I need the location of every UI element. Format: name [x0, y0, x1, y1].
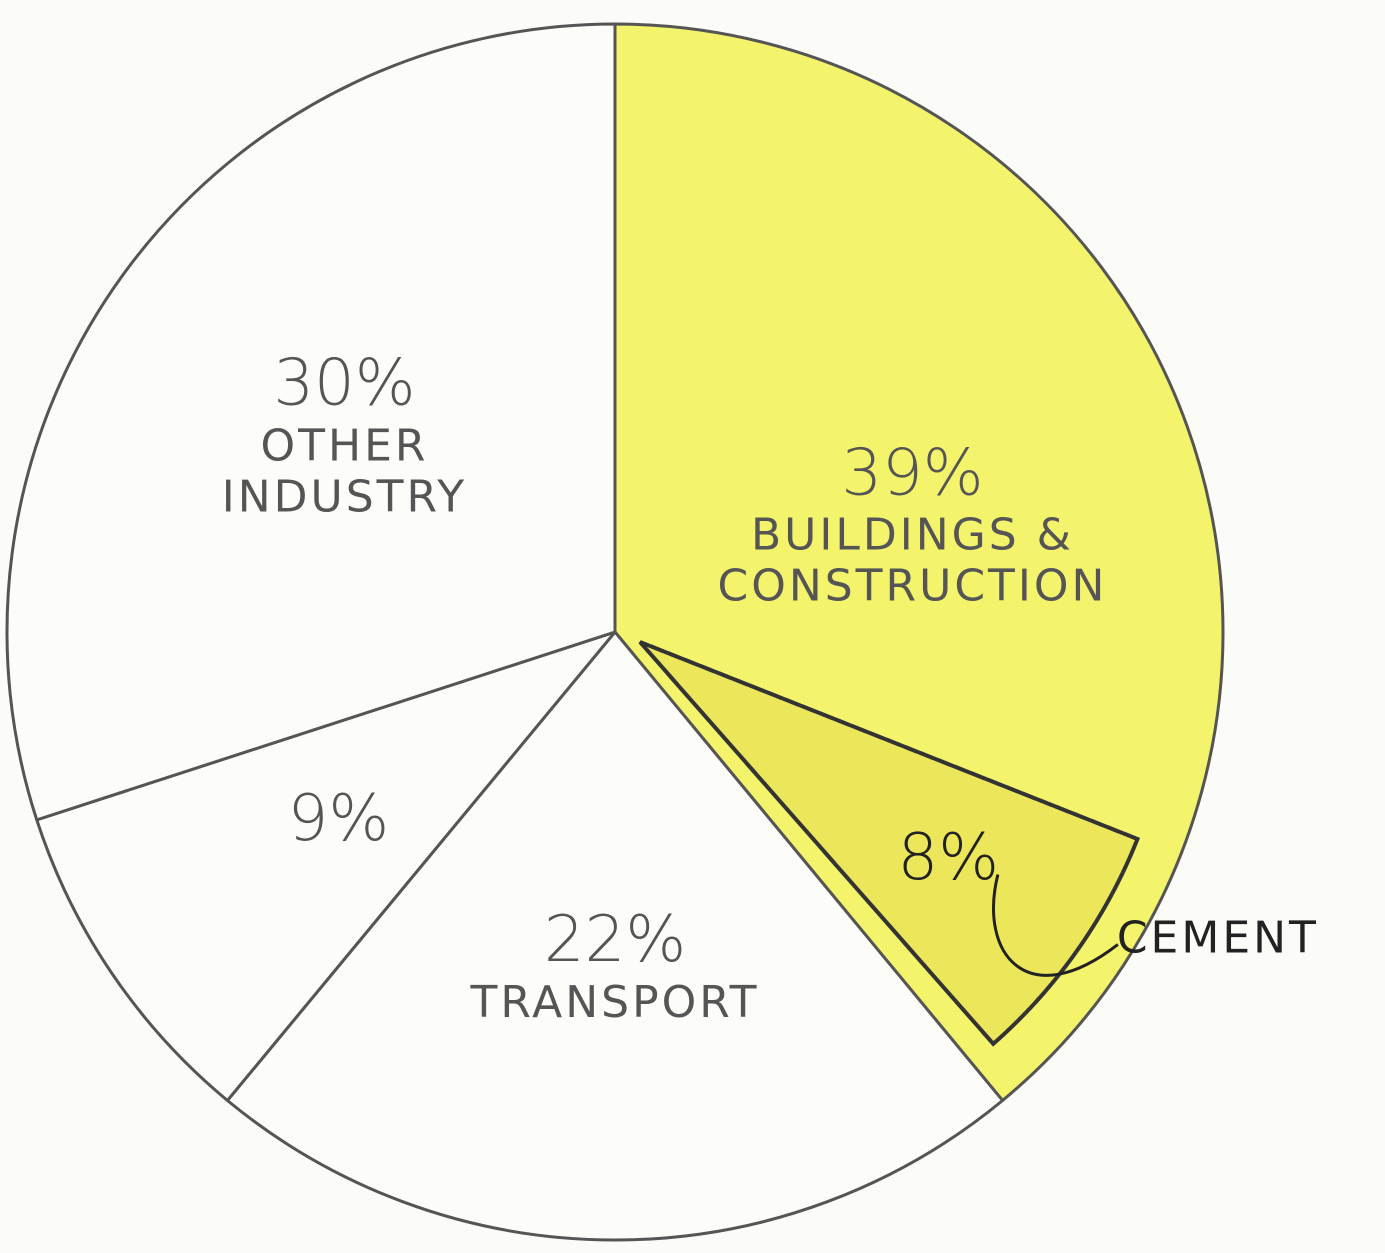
- slice-label: 9%: [188, 783, 488, 857]
- category-label: OTHER INDUSTRY: [221, 420, 468, 523]
- value-label: 39%: [841, 436, 984, 511]
- pie-slice: [35, 630, 617, 1102]
- slice-label: 39% BUILDINGS & CONSTRUCTION: [652, 436, 1172, 613]
- value-label: 9%: [287, 782, 390, 857]
- pie-slice: [225, 630, 1005, 1242]
- inset-slice: [638, 640, 1141, 1047]
- inset-value-label: 8%: [897, 821, 1000, 896]
- slice-label: 22% TRANSPORT: [465, 904, 765, 1028]
- value-label: 22%: [543, 903, 687, 978]
- annotation-line: [992, 874, 1119, 977]
- slice-label: 30% OTHER INDUSTRY: [194, 347, 494, 523]
- category-label: BUILDINGS & CONSTRUCTION: [717, 510, 1108, 612]
- pie-slice: [5, 22, 617, 822]
- value-label: 30%: [273, 347, 416, 422]
- category-label: TRANSPORT: [470, 976, 760, 1028]
- inset-name: CEMENT: [1116, 913, 1319, 965]
